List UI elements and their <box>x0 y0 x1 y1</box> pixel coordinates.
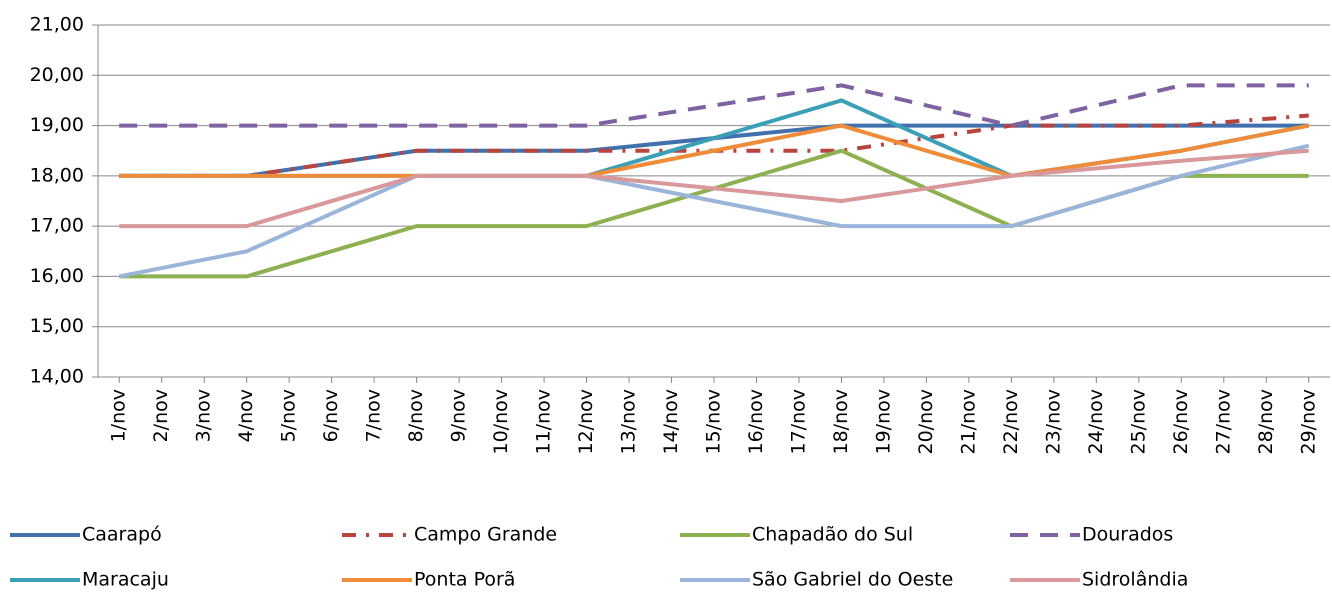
x-tick-label: 3/nov <box>193 389 215 442</box>
x-tick-label: 24/nov <box>1085 389 1107 455</box>
legend-label: São Gabriel do Oeste <box>752 569 953 591</box>
x-tick-label: 19/nov <box>872 389 894 455</box>
legend-label: Chapadão do Sul <box>752 524 913 546</box>
series-line <box>118 143 1310 279</box>
x-tick-label: 28/nov <box>1255 389 1277 455</box>
series-line <box>119 123 1310 178</box>
legend-label: Dourados <box>1082 524 1173 546</box>
legend-label: Campo Grande <box>414 524 557 546</box>
x-tick-label: 16/nov <box>745 389 767 455</box>
legend-label: Maracaju <box>82 569 169 591</box>
x-tick-label: 14/nov <box>660 389 682 455</box>
series-line <box>119 83 1309 128</box>
y-tick-label: 15,00 <box>30 315 84 337</box>
x-tick-label: 2/nov <box>150 389 172 442</box>
x-tick-label: 23/nov <box>1042 389 1064 455</box>
legend-label: Ponta Porã <box>414 569 515 591</box>
x-tick-label: 22/nov <box>1000 389 1022 455</box>
x-tick-label: 12/nov <box>575 389 597 455</box>
series-line <box>119 148 1309 229</box>
x-tick-label: 1/nov <box>108 389 130 442</box>
x-tick-label: 8/nov <box>405 389 427 442</box>
x-tick-label: 27/nov <box>1212 389 1234 455</box>
y-tick-label: 18,00 <box>30 164 84 186</box>
x-tick-label: 18/nov <box>830 389 852 455</box>
y-tick-label: 16,00 <box>30 265 84 287</box>
x-tick-label: 20/nov <box>915 389 937 455</box>
x-tick-label: 11/nov <box>533 389 555 455</box>
y-tick-label: 19,00 <box>30 114 84 136</box>
legend-label: Caarapó <box>82 524 162 546</box>
x-tick-label: 21/nov <box>957 389 979 455</box>
y-tick-label: 21,00 <box>30 14 84 36</box>
y-tick-label: 20,00 <box>30 64 84 86</box>
x-tick-label: 29/nov <box>1297 389 1319 455</box>
x-tick-label: 4/nov <box>235 389 257 442</box>
x-tick-label: 15/nov <box>703 389 725 455</box>
x-tick-label: 10/nov <box>490 389 512 455</box>
x-tick-label: 17/nov <box>787 389 809 455</box>
x-tick-label: 26/nov <box>1170 389 1192 455</box>
x-tick-label: 6/nov <box>320 389 342 442</box>
x-tick-label: 25/nov <box>1127 389 1149 455</box>
legend-label: Sidrolândia <box>1082 569 1188 591</box>
y-tick-label: 17,00 <box>30 215 84 237</box>
x-tick-label: 5/nov <box>278 389 300 442</box>
x-tick-label: 7/nov <box>363 389 385 442</box>
x-tick-label: 13/nov <box>618 389 640 455</box>
y-tick-label: 14,00 <box>30 366 84 388</box>
x-tick-label: 9/nov <box>448 389 470 442</box>
